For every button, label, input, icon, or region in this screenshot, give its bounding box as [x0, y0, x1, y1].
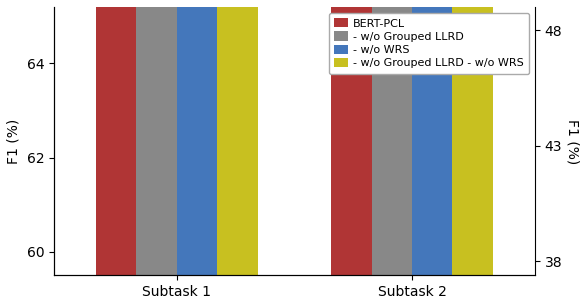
Bar [217, 0, 258, 275]
Y-axis label: F1 (%): F1 (%) [565, 118, 579, 164]
Bar [137, 0, 177, 275]
Y-axis label: F1 (%): F1 (%) [7, 118, 21, 164]
Bar [177, 0, 217, 275]
Bar [372, 0, 412, 275]
Bar [412, 0, 452, 275]
Legend: BERT-PCL, - w/o Grouped LLRD, - w/o WRS, - w/o Grouped LLRD - w/o WRS: BERT-PCL, - w/o Grouped LLRD, - w/o WRS,… [329, 13, 530, 74]
Bar [331, 0, 372, 275]
Bar [452, 0, 493, 275]
Bar [96, 0, 137, 275]
